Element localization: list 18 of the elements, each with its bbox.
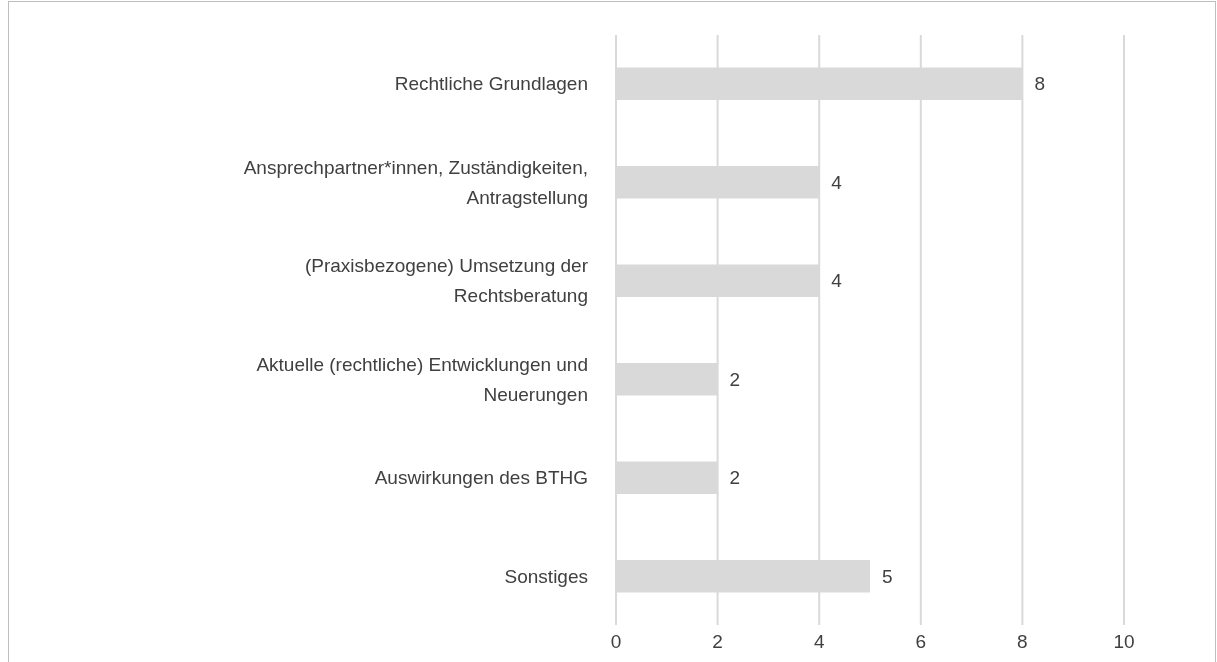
data-label: 2 [729, 467, 741, 489]
x-tick-label: 6 [915, 631, 927, 652]
x-tick-label: 0 [610, 631, 622, 652]
x-tick-label: 10 [1113, 631, 1135, 652]
data-label: 4 [831, 270, 843, 292]
y-tick-label: (Praxisbezogene) Umsetzung der Rechtsberatung [304, 255, 589, 307]
data-label: 5 [882, 565, 893, 587]
y-tick-label: Aktuelle (rechtliche) Entwicklungen und Neuerungen [256, 353, 588, 405]
x-tick-label: 2 [712, 631, 723, 652]
x-tick-label: 4 [813, 631, 825, 652]
data-label: 2 [729, 368, 741, 390]
y-tick-label: Sonstiges [504, 565, 588, 587]
x-tick-label: 8 [1017, 631, 1028, 652]
y-tick-label: Rechtliche Grundlagen [394, 73, 588, 95]
data-label: 8 [1034, 73, 1045, 95]
y-tick-label: Auswirkungen des BTHG [374, 467, 588, 489]
data-label: 4 [831, 171, 843, 193]
y-tick-label: Ansprechpartner*innen, Zuständigkeiten, Antragstellung [243, 156, 588, 208]
